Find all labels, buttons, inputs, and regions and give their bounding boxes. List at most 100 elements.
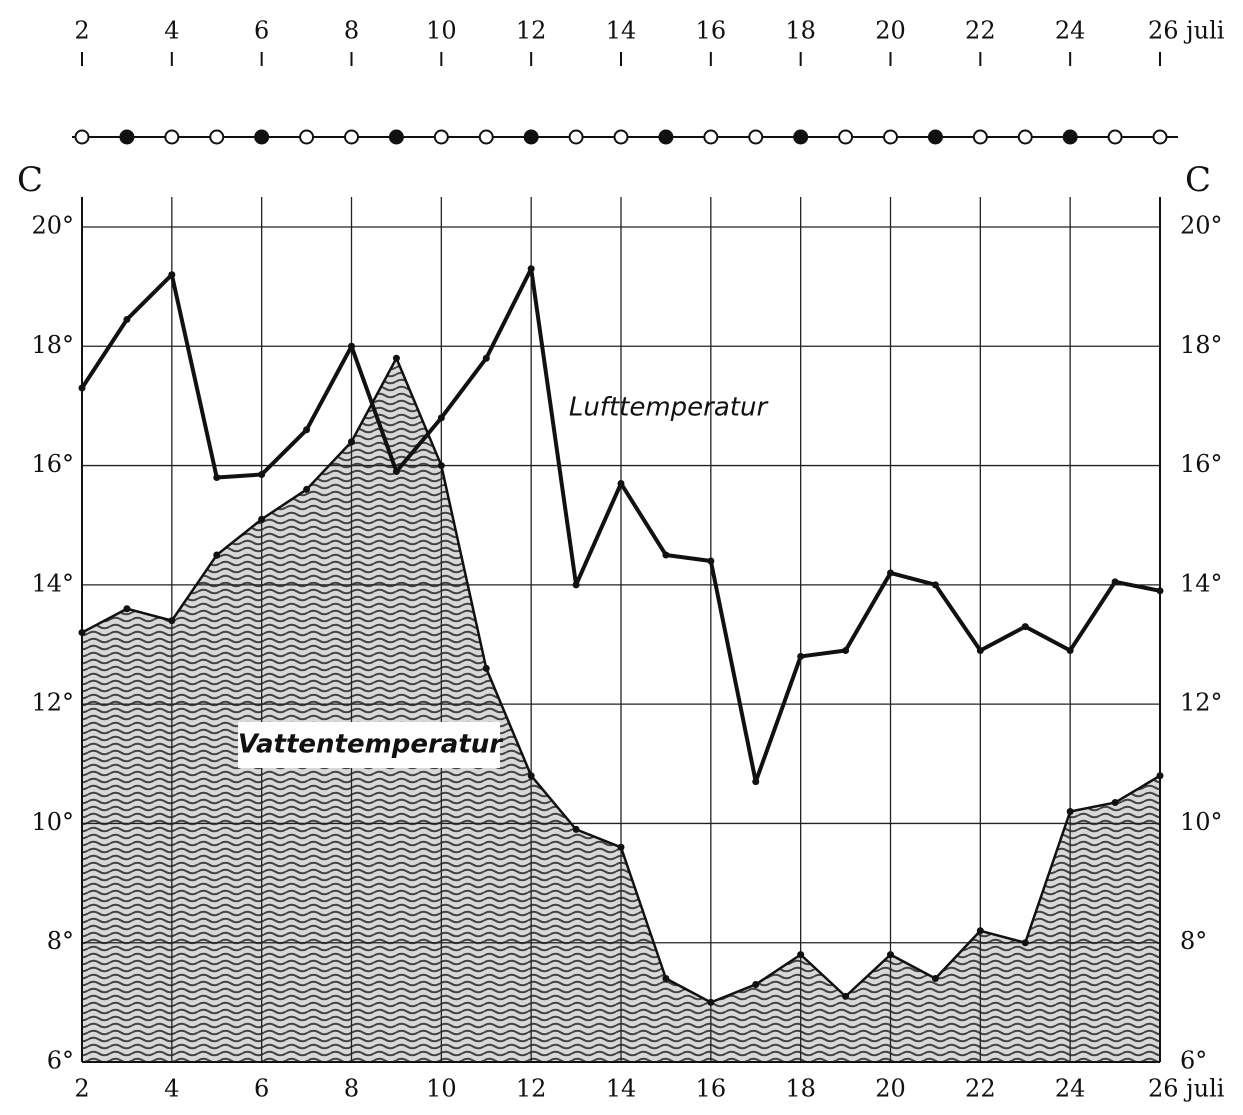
data-point — [1021, 939, 1029, 947]
station-circle — [1017, 129, 1033, 145]
label-bg — [238, 722, 500, 768]
station-circle — [299, 129, 315, 145]
data-point — [887, 569, 894, 577]
data-point — [437, 462, 445, 470]
data-point — [78, 629, 86, 637]
data-point — [662, 975, 670, 982]
data-point — [572, 581, 580, 589]
station-circle — [388, 129, 404, 145]
top-tick-label: 4 — [164, 17, 179, 45]
y-tick-label: 8° — [47, 927, 74, 955]
station-circle — [883, 129, 898, 145]
top-tick-label: 10 — [426, 17, 457, 45]
data-point — [168, 617, 176, 625]
y-tick-label: 14° — [31, 569, 74, 597]
data-point — [1021, 623, 1029, 631]
y-tick-label: 6° — [47, 1047, 74, 1075]
data-point — [617, 479, 625, 487]
x-tick-label: 12 — [516, 1075, 547, 1103]
station-circle — [1107, 129, 1123, 145]
station-circle — [164, 129, 180, 145]
y2-tick-label: 10° — [1180, 808, 1223, 836]
station-circle — [478, 129, 494, 145]
y2-tick-label: 18° — [1180, 331, 1223, 359]
y2-tick-label: 20° — [1180, 212, 1223, 240]
data-point — [887, 951, 894, 959]
data-point — [976, 646, 984, 654]
station-circle — [748, 129, 764, 145]
x-tick-label: 8 — [344, 1075, 359, 1103]
station-circle — [568, 129, 584, 145]
y2-tick-label: 12° — [1180, 689, 1223, 717]
data-point — [752, 778, 760, 786]
top-tick-label: 24 — [1055, 17, 1086, 45]
data-point — [931, 975, 939, 982]
station-circle — [658, 129, 674, 145]
data-point — [617, 843, 625, 851]
data-point — [392, 468, 400, 476]
data-point — [842, 992, 850, 1000]
x-tick-label: 22 — [965, 1075, 996, 1103]
data-point — [213, 551, 221, 559]
data-point — [662, 551, 670, 559]
data-point — [707, 998, 715, 1006]
top-tick-label: 20 — [875, 17, 906, 45]
y-tick-label: 16° — [31, 450, 74, 478]
data-point — [707, 557, 715, 565]
data-point — [931, 581, 939, 589]
data-point — [258, 471, 266, 479]
station-circle — [1152, 129, 1168, 145]
x-tick-label: 14 — [606, 1075, 637, 1103]
data-point — [527, 772, 535, 780]
station-circle — [972, 129, 988, 145]
data-point — [123, 315, 131, 323]
data-point — [258, 515, 266, 523]
y2-tick-label: 8° — [1180, 927, 1207, 955]
data-point — [303, 485, 311, 493]
station-circle — [209, 129, 225, 145]
data-point — [842, 646, 850, 654]
data-point — [213, 474, 221, 481]
x-tick-label: 4 — [164, 1075, 179, 1103]
data-point — [482, 354, 490, 362]
x-tick-label: 2 — [74, 1075, 89, 1103]
x-tick-label: 18 — [785, 1075, 816, 1103]
station-circle — [613, 129, 629, 145]
y2-tick-label: 6° — [1180, 1047, 1207, 1075]
top-tick-label: 14 — [606, 17, 637, 45]
station-circle — [1062, 129, 1078, 145]
top-tick-label: 16 — [696, 17, 727, 45]
data-point — [976, 927, 984, 935]
y2-tick-label: 16° — [1180, 450, 1223, 478]
data-point — [572, 825, 580, 833]
series-label: Vattentemperatur — [238, 730, 504, 760]
x-tick-label: 10 — [426, 1075, 457, 1103]
station-circle — [119, 129, 135, 145]
top-tick-label: 26 juli — [1148, 17, 1225, 45]
data-point — [482, 664, 490, 672]
data-point — [123, 605, 131, 613]
top-tick-label: 6 — [254, 17, 269, 45]
top-tick-label: 8 — [344, 17, 359, 45]
series-label: Lufttemperatur — [569, 393, 770, 423]
data-point — [527, 265, 535, 273]
x-tick-label: 16 — [696, 1075, 727, 1103]
data-point — [1156, 772, 1164, 780]
data-point — [1066, 808, 1074, 815]
data-point — [1111, 578, 1119, 586]
y-tick-label: 10° — [31, 808, 74, 836]
data-point — [797, 951, 805, 959]
data-point — [1111, 799, 1119, 807]
station-circle — [74, 129, 90, 145]
station-circle — [254, 129, 270, 145]
data-point — [348, 342, 355, 350]
y-axis-label: C — [17, 160, 43, 200]
x-tick-label: 6 — [254, 1075, 269, 1103]
station-circle — [793, 129, 809, 145]
top-tick-label: 12 — [516, 17, 547, 45]
data-point — [797, 652, 805, 660]
top-tick-label: 2 — [74, 17, 89, 45]
station-circle — [927, 129, 943, 145]
data-point — [437, 414, 445, 422]
